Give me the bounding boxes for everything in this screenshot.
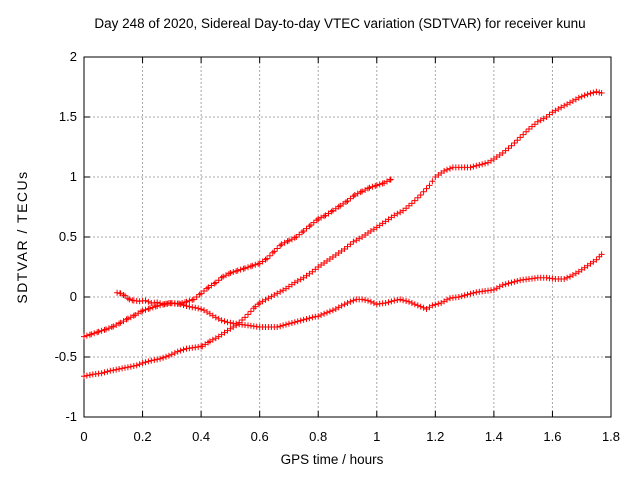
y-tick-label: -0.5	[54, 349, 77, 364]
x-axis-label: GPS time / hours	[280, 452, 384, 467]
y-tick-label: 0.5	[58, 229, 77, 244]
plot-border	[83, 56, 612, 418]
y-tick-label: 1	[69, 169, 77, 184]
y-tick-label: -1	[65, 409, 77, 424]
y-tick-label: 2	[69, 49, 77, 64]
x-tick-label: 1.8	[601, 429, 621, 444]
x-tick-label: 0.2	[133, 429, 152, 444]
x-tick-label: 0.8	[309, 429, 328, 444]
x-tick-label: 1.2	[426, 429, 445, 444]
x-tick-label: 0.4	[192, 429, 211, 444]
series-trace-3	[114, 251, 605, 330]
x-tick-label: 1	[373, 429, 381, 444]
series-trace-2	[81, 88, 605, 380]
series-trace-1	[81, 176, 394, 340]
x-tick-label: 1.4	[484, 429, 503, 444]
x-tick-label: 0.6	[250, 429, 269, 444]
x-tick-label: 1.6	[543, 429, 562, 444]
y-tick-label: 0	[69, 289, 77, 304]
chart-title: Day 248 of 2020, Sidereal Day-to-day VTE…	[94, 16, 586, 31]
y-tick-label: 1.5	[58, 109, 77, 124]
x-tick-label: 0	[80, 429, 88, 444]
